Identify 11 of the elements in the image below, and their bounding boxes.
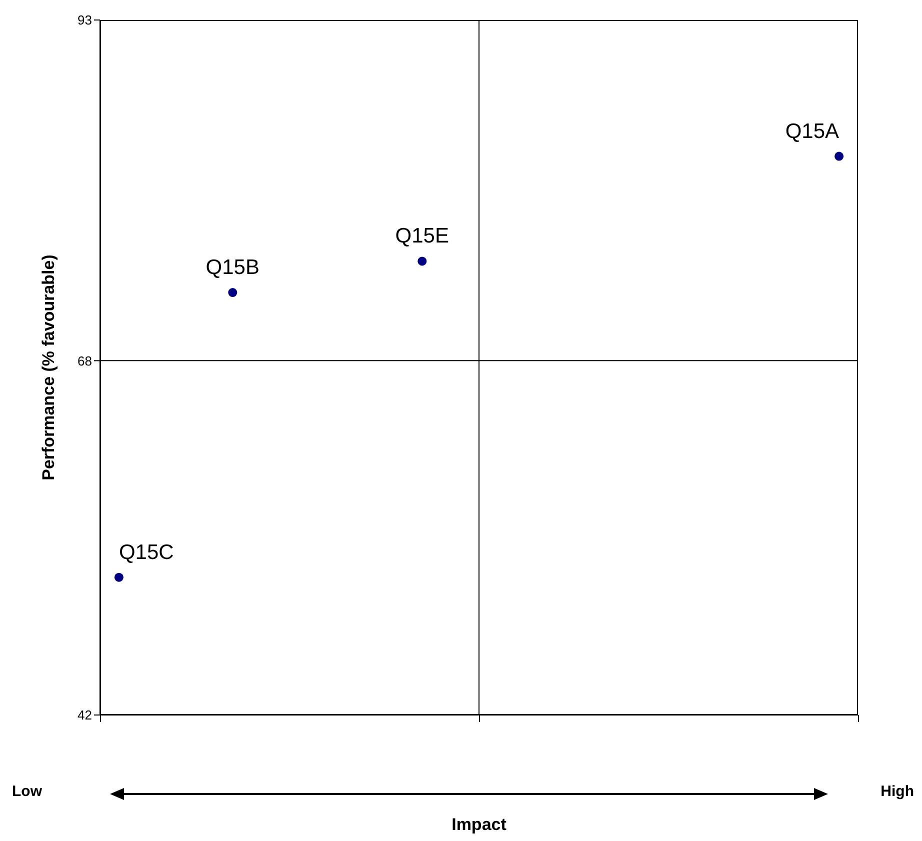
data-label: Q15B [206,256,260,280]
text: Impact [450,815,508,835]
data-label: Q15E [395,224,449,248]
text: High [880,783,914,800]
y-tick-label: 68 [78,353,92,368]
data-label: Q15C [118,540,174,564]
y-axis-title: Performance (% favourable) [39,254,58,480]
text: Low [12,783,42,800]
y-tick-label: 42 [78,708,92,723]
y-tick-label: 93 [78,12,92,28]
data-label: Q15A [785,120,840,143]
